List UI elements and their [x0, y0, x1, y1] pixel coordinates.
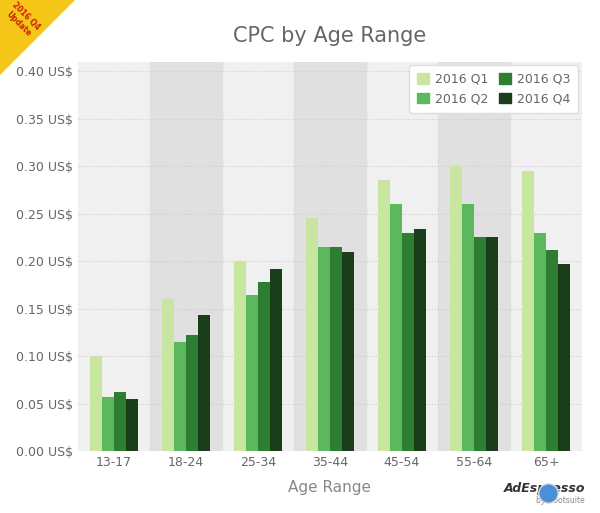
Bar	[114, 392, 126, 451]
Bar	[246, 294, 258, 451]
Bar	[558, 264, 571, 451]
Bar	[174, 342, 186, 451]
Bar	[318, 247, 330, 451]
Text: 2016 Q4
Update: 2016 Q4 Update	[2, 1, 41, 40]
Bar	[402, 233, 414, 451]
Bar	[449, 166, 462, 451]
Bar	[198, 314, 211, 451]
Text: by Hootsuite: by Hootsuite	[536, 496, 585, 505]
Bar	[390, 204, 402, 451]
Bar	[534, 233, 546, 451]
Bar	[438, 62, 510, 451]
Bar	[474, 238, 486, 451]
Bar	[126, 399, 139, 451]
Polygon shape	[0, 0, 75, 75]
Bar	[102, 397, 114, 451]
Bar	[342, 252, 355, 451]
Bar	[233, 261, 246, 451]
Bar	[305, 219, 318, 451]
Bar	[150, 62, 222, 451]
Bar	[258, 282, 270, 451]
Legend: 2016 Q1, 2016 Q2, 2016 Q3, 2016 Q4: 2016 Q1, 2016 Q2, 2016 Q3, 2016 Q4	[409, 65, 578, 112]
Bar	[462, 204, 474, 451]
Bar	[186, 336, 198, 451]
Title: CPC by Age Range: CPC by Age Range	[233, 26, 427, 46]
Text: AdEspresso: AdEspresso	[503, 482, 585, 495]
Bar	[89, 357, 102, 451]
Bar	[546, 250, 558, 451]
X-axis label: Age Range: Age Range	[289, 480, 371, 496]
Bar	[294, 62, 366, 451]
Bar	[161, 299, 174, 451]
Bar	[270, 269, 283, 451]
Bar	[486, 238, 499, 451]
Bar	[414, 229, 427, 451]
Bar	[377, 181, 390, 451]
Bar	[521, 171, 534, 451]
Bar	[330, 247, 342, 451]
